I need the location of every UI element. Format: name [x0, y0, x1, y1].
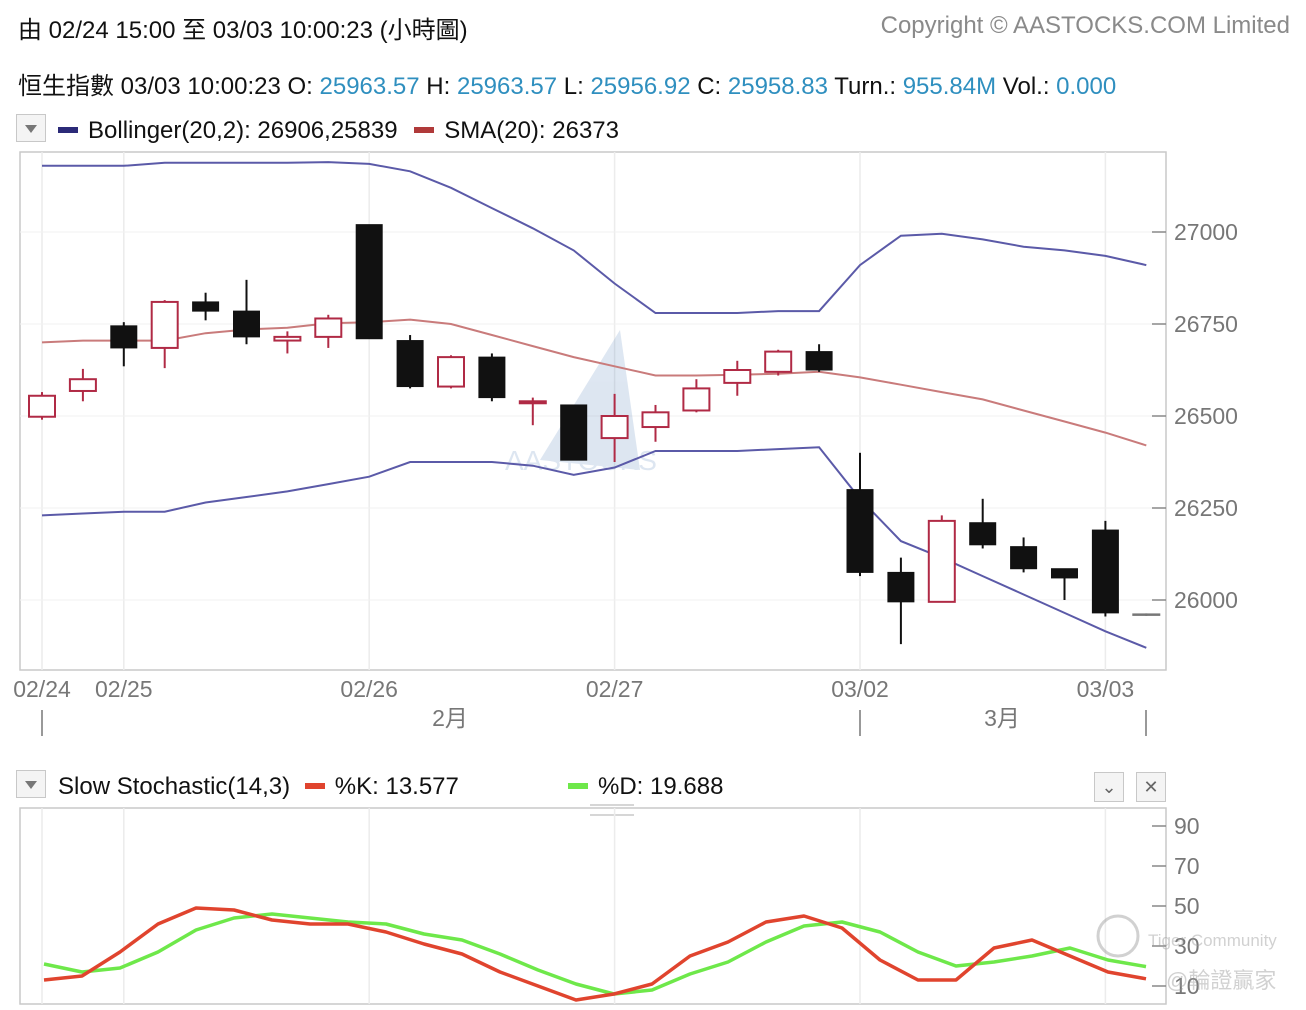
candle-body-current: [1132, 613, 1161, 616]
candle-body-down: [887, 571, 915, 603]
candle-body-up: [518, 400, 547, 405]
volume-value: 0.000: [1056, 73, 1117, 100]
candle-body-up: [28, 394, 56, 418]
d-swatch: [568, 782, 588, 789]
candle-body-up: [682, 387, 711, 412]
candle-body-down: [846, 489, 874, 573]
main-x-axis: 02/24 02/25 02/26 02/27 03/02 03/03 2月 3月: [13, 676, 1147, 736]
main-indicator-dropdown-button[interactable]: [16, 114, 46, 142]
stoch-y-tick-label: 50: [1174, 893, 1200, 919]
stoch-indicator-dropdown-button[interactable]: [16, 770, 46, 798]
k-legend: %K: 13.577: [334, 773, 459, 800]
copyright-text: Copyright © AASTOCKS.COM Limited: [880, 12, 1290, 39]
turnover-label: Turn.:: [834, 73, 897, 100]
candle-body-down: [1091, 529, 1119, 614]
candle-body-up: [314, 317, 343, 338]
candle-body-up: [68, 378, 97, 392]
candle-body-down: [1010, 546, 1038, 570]
main-legend: Bollinger(20,2): 26906,25839 SMA(20): 26…: [58, 117, 619, 145]
tiger-logo-icon: [1096, 914, 1140, 958]
d-legend: %D: 19.688: [598, 773, 724, 800]
tiger-community-watermark: Tiger Community @輪證贏家: [1096, 914, 1277, 993]
bollinger-legend: Bollinger(20,2): 26906,25839: [88, 117, 398, 144]
community-watermark-text: Tiger Community: [1148, 931, 1277, 950]
candle-body-down: [805, 351, 833, 371]
y-tick-label: 26000: [1174, 587, 1238, 613]
stoch-d-line: [43, 912, 1147, 996]
x-month-label: 2月: [432, 705, 468, 731]
d-legend-wrap: %D: 19.688: [568, 773, 723, 801]
candle-body-up: [273, 335, 302, 342]
y-tick-label: 26500: [1174, 403, 1238, 429]
stoch-lines: [43, 906, 1147, 1002]
x-day-label: 02/27: [586, 676, 644, 702]
high-value: 25963.57: [456, 73, 558, 100]
stoch-title: Slow Stochastic(14,3): [58, 773, 291, 800]
candle-body-down: [355, 224, 383, 340]
main-grid: [20, 152, 1166, 670]
quote-line: 恒生指數 03/03 10:00:23 O: 25963.57 H: 25963…: [18, 66, 1116, 101]
stoch-legend: Slow Stochastic(14,3) %K: 13.577: [58, 773, 459, 801]
candle-body-down: [478, 356, 506, 399]
candle-body-down: [192, 301, 220, 312]
bollinger-upper-line: [42, 161, 1147, 314]
low-value: 25956.92: [590, 73, 691, 100]
x-day-label: 02/26: [340, 676, 398, 702]
stoch-y-axis: 10 30 50 70 90: [1152, 813, 1200, 999]
candle-body-down: [1051, 568, 1078, 579]
y-tick-label: 26750: [1174, 311, 1238, 337]
index-name: 恒生指數: [18, 73, 114, 100]
stoch-y-tick-label: 70: [1174, 853, 1200, 879]
candle-body-down: [233, 310, 260, 338]
close-panel-button[interactable]: ✕: [1136, 772, 1166, 802]
stoch-grid: [41, 808, 1107, 1004]
stoch-y-tick-label: 10: [1174, 973, 1200, 999]
main-y-axis: 26000 26250 26500 26750 27000: [1152, 219, 1238, 613]
collapse-panel-button[interactable]: ⌄: [1094, 772, 1124, 802]
date-range-title: 由 02/24 15:00 至 03/03 10:00:23 (小時圖): [18, 17, 468, 44]
x-day-label: 02/24: [13, 676, 71, 702]
y-tick-label: 26250: [1174, 495, 1238, 521]
candle-body-up: [437, 356, 465, 388]
stoch-y-tick-label: 30: [1174, 933, 1200, 959]
handle-watermark-text: @輪證贏家: [1166, 968, 1276, 993]
x-day-label: 03/02: [831, 676, 889, 702]
high-label: H:: [426, 73, 451, 100]
candle-body-down: [560, 404, 588, 461]
close-value: 25958.83: [727, 73, 828, 100]
bollinger-bands: [41, 161, 1147, 649]
k-swatch: [304, 782, 325, 789]
stoch-plot-frame: [19, 807, 1167, 1005]
turnover-value: 955.84M: [902, 73, 997, 100]
candle-body-up: [600, 415, 629, 440]
open-value: 25963.57: [319, 73, 420, 100]
candle-body-up: [764, 350, 793, 373]
y-tick-label: 27000: [1174, 219, 1238, 245]
x-month-label: 3月: [984, 705, 1020, 731]
open-label: O:: [287, 73, 313, 100]
candle-body-up: [927, 519, 956, 603]
close-label: C:: [697, 73, 722, 100]
stoch-k-line: [43, 906, 1147, 1002]
candle-body-down: [396, 340, 424, 388]
x-day-label: 03/03: [1077, 676, 1135, 702]
candle-body-down: [110, 325, 138, 349]
stoch-y-tick-label: 90: [1174, 813, 1200, 839]
sma-swatch: [414, 126, 435, 133]
x-day-label: 02/25: [95, 676, 153, 702]
volume-label: Vol.:: [1002, 73, 1050, 100]
bollinger-swatch: [58, 126, 78, 133]
sma-legend: SMA(20): 26373: [444, 117, 619, 144]
candle-body-up: [723, 369, 752, 384]
candlesticks: [28, 224, 1161, 645]
quote-time: 03/03 10:00:23: [120, 73, 281, 100]
candle-body-down: [969, 522, 997, 546]
candle-body-up: [641, 411, 670, 429]
low-label: L:: [563, 73, 584, 100]
candle-body-up: [150, 300, 179, 349]
sma-line: [41, 318, 1147, 447]
bollinger-lower-line: [41, 446, 1147, 649]
